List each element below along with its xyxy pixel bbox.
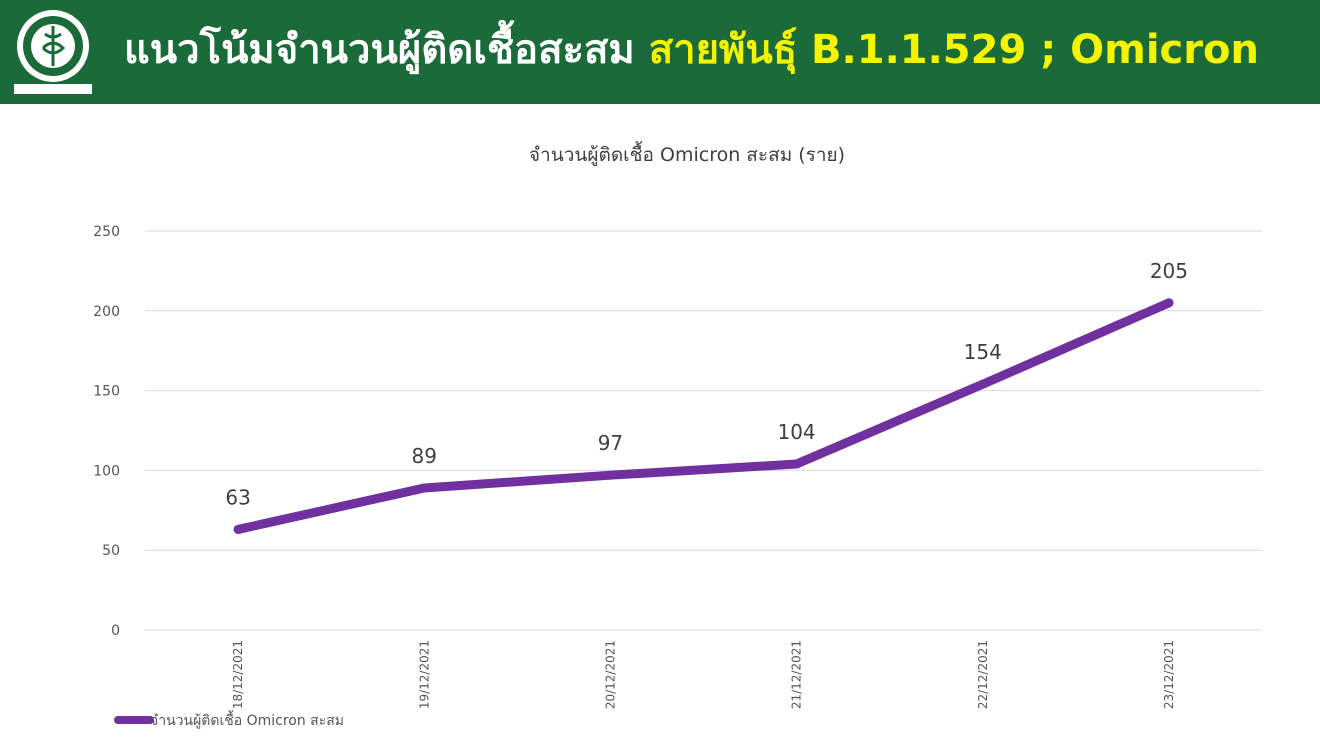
x-tick-label: 19/12/2021 (417, 640, 431, 709)
line-chart: จำนวนผู้ติดเชื้อ Omicron สะสม (ราย) 0 50 1… (93, 141, 1262, 729)
title-highlight: สายพันธุ์ B.1.1.529 ; Omicron (648, 27, 1259, 73)
data-label: 63 (225, 485, 250, 509)
data-label: 154 (964, 340, 1002, 364)
y-tick-label: 250 (93, 224, 120, 240)
x-tick-label: 23/12/2021 (1162, 640, 1176, 709)
data-labels: 63 89 97 104 154 205 (225, 259, 1188, 510)
data-point (1164, 298, 1174, 308)
y-axis-ticks: 0 50 100 150 200 250 (93, 224, 120, 639)
series-line (233, 298, 1174, 534)
data-label: 205 (1150, 259, 1188, 283)
page-title: แนวโน้มจำนวนผู้ติดเชื้อสะสม สายพันธุ์ B.… (124, 22, 1259, 78)
data-point (419, 483, 429, 493)
data-label: 89 (412, 444, 437, 468)
x-tick-label: 18/12/2021 (231, 640, 245, 709)
header-bar: แนวโน้มจำนวนผู้ติดเชื้อสะสม สายพันธุ์ B.… (0, 0, 1320, 104)
chart-area (0, 104, 1320, 743)
data-label: 104 (777, 420, 815, 444)
x-tick-label: 21/12/2021 (790, 640, 804, 709)
department-logo-icon (14, 10, 92, 94)
y-tick-label: 150 (93, 384, 120, 400)
legend: จำนวนผู้ติดเชื้อ Omicron สะสม (114, 710, 344, 729)
data-point (792, 459, 802, 469)
x-axis-ticks: 18/12/2021 19/12/2021 20/12/2021 21/12/2021… (231, 640, 1176, 709)
legend-label: จำนวนผู้ติดเชื้อ Omicron สะสม (150, 710, 344, 729)
data-point (233, 524, 243, 534)
x-tick-label: 20/12/2021 (603, 640, 617, 709)
title-main: แนวโน้มจำนวนผู้ติดเชื้อสะสม (124, 27, 635, 73)
y-tick-label: 50 (102, 543, 120, 559)
chart-grid (145, 230, 1262, 631)
series-group (233, 298, 1174, 534)
y-tick-label: 0 (111, 623, 120, 639)
chart-title: จำนวนผู้ติดเชื้อ Omicron สะสม (ราย) (529, 141, 845, 166)
y-tick-label: 200 (93, 304, 120, 320)
data-point (605, 470, 615, 480)
data-point (978, 379, 988, 389)
data-label: 97 (598, 431, 623, 455)
y-tick-label: 100 (93, 463, 120, 479)
x-tick-label: 22/12/2021 (976, 640, 990, 709)
